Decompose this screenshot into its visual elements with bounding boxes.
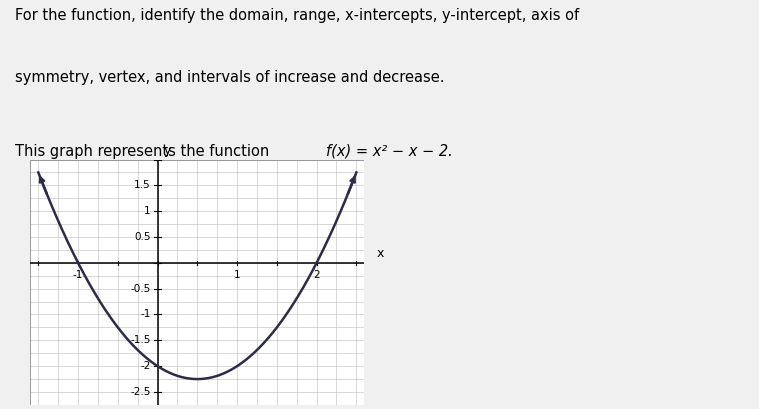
Text: For the function, identify the domain, range, x-intercepts, y-intercept, axis of: For the function, identify the domain, r… xyxy=(15,8,579,23)
Text: 0.5: 0.5 xyxy=(134,232,150,242)
Text: -1: -1 xyxy=(140,310,150,319)
Text: 2: 2 xyxy=(313,270,320,280)
Text: -2.5: -2.5 xyxy=(130,387,150,397)
Text: x: x xyxy=(376,247,383,260)
Text: symmetry, vertex, and intervals of increase and decrease.: symmetry, vertex, and intervals of incre… xyxy=(15,70,445,85)
Text: -0.5: -0.5 xyxy=(131,284,150,294)
Text: 1.5: 1.5 xyxy=(134,180,150,190)
Text: -1: -1 xyxy=(73,270,83,280)
Text: This graph represents the function: This graph represents the function xyxy=(15,144,274,159)
Text: f(x) = x² − x − 2.: f(x) = x² − x − 2. xyxy=(326,144,453,159)
Text: 1: 1 xyxy=(143,206,150,216)
Text: -2: -2 xyxy=(140,361,150,371)
Text: 1: 1 xyxy=(234,270,241,280)
Text: y: y xyxy=(163,144,171,157)
Text: -1.5: -1.5 xyxy=(130,335,150,345)
